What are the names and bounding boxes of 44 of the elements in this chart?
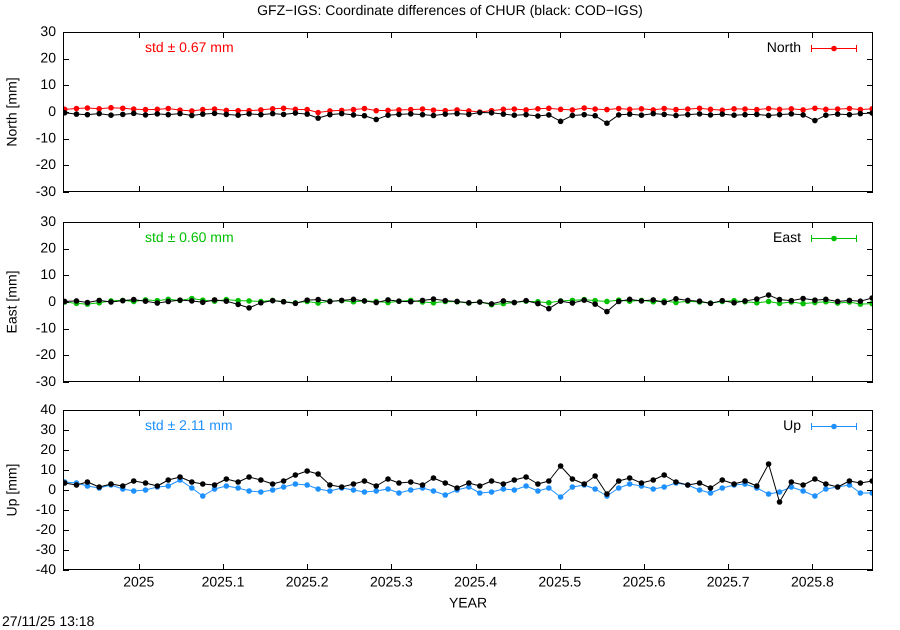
y-tick-label: -30: [36, 372, 56, 389]
y-tick-label: 0: [48, 102, 56, 119]
legend-label: East: [772, 228, 802, 245]
legend-label: Up: [783, 416, 802, 433]
y-tick-label: 0: [48, 292, 56, 309]
y-tick-label: -20: [36, 156, 56, 172]
y-tick-label: -30: [36, 182, 56, 199]
x-tick-label: 2025.7: [706, 573, 750, 590]
y-tick-label: 0: [48, 480, 56, 497]
y-tick-label: -40: [36, 560, 56, 577]
x-tick-label: 2025.6: [622, 573, 666, 590]
y-tick-label: -20: [36, 520, 56, 537]
y-axis-title: East [mm]: [3, 270, 20, 334]
y-tick-label: 20: [40, 50, 56, 66]
y-tick-label: -10: [36, 130, 56, 146]
x-tick-label: 2025.5: [538, 573, 582, 590]
x-tick-label: 2025.1: [202, 573, 245, 590]
annotation: std ± 2.11 mm: [145, 416, 233, 433]
y-tick-label: 30: [40, 420, 56, 437]
annotation: std ± 0.67 mm: [145, 38, 234, 55]
y-tick-label: -20: [36, 346, 56, 362]
y-axis-title: North [mm]: [3, 77, 20, 147]
x-tick-label: 2025.4: [454, 573, 498, 590]
x-tick-label: 2025.3: [370, 573, 413, 590]
y-tick-label: 10: [40, 266, 56, 282]
y-tick-label: -10: [36, 320, 56, 336]
y-tick-label: 20: [40, 440, 56, 457]
y-tick-label: 10: [40, 460, 56, 477]
y-tick-label: 20: [40, 240, 56, 256]
legend-label: North: [766, 38, 801, 55]
text: 27/11/25 13:18: [2, 612, 95, 629]
y-tick-label: -10: [36, 500, 56, 517]
x-tick-label: 2025.8: [790, 573, 834, 590]
y-tick-label: 30: [40, 212, 56, 229]
chart-title: GFZ−IGS: Coordinate differences of CHUR (black: COD−IGS): [257, 2, 643, 18]
x-tick-label: 2025: [123, 573, 155, 590]
y-tick-label: 40: [40, 400, 56, 417]
y-tick-label: -30: [36, 540, 56, 557]
y-tick-label: 30: [40, 22, 56, 39]
y-axis-title: Up [mm]: [3, 464, 20, 516]
x-axis-title: YEAR: [448, 594, 488, 610]
x-tick-label: 2025.2: [286, 573, 329, 590]
y-tick-label: 10: [40, 76, 56, 92]
annotation: std ± 0.60 mm: [145, 228, 234, 245]
